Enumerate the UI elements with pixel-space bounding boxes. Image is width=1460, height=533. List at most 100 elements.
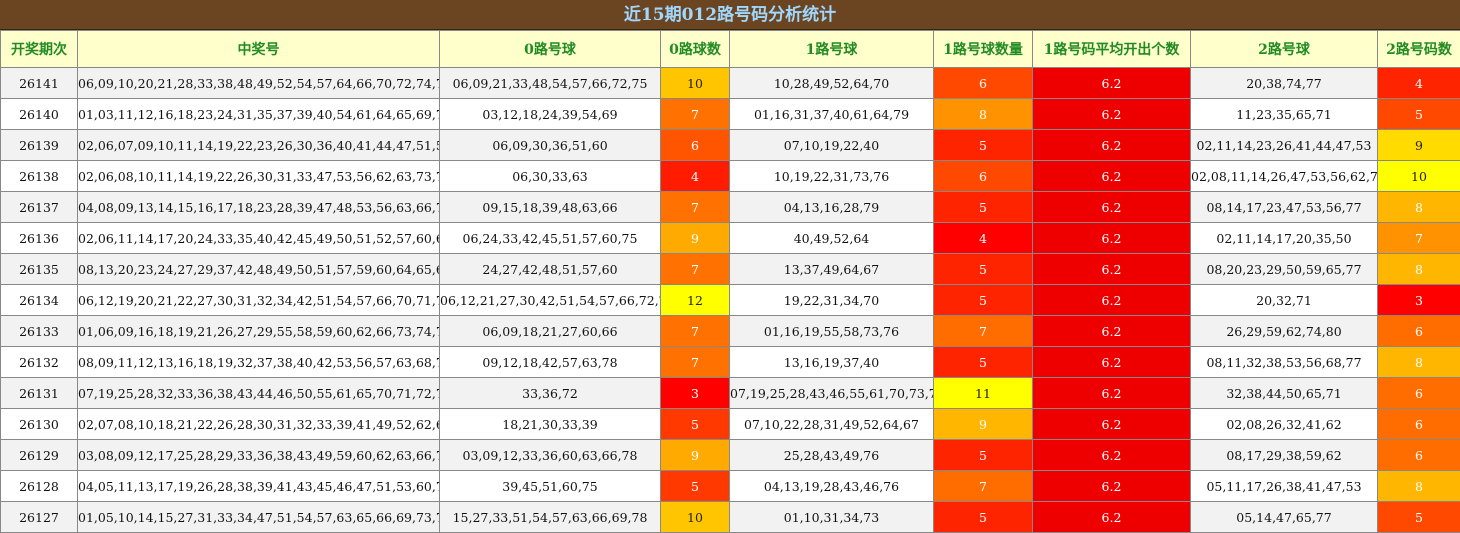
route0-count-cell: 10 bbox=[661, 68, 730, 99]
route1-average-cell: 6.2 bbox=[1033, 502, 1191, 533]
period-cell: 26139 bbox=[1, 130, 78, 161]
route0-count-cell: 7 bbox=[661, 347, 730, 378]
route1-count-cell: 5 bbox=[934, 502, 1033, 533]
route1-balls-cell: 04,13,19,28,43,46,76 bbox=[730, 471, 934, 502]
winning-numbers-cell: 02,06,08,10,11,14,19,22,26,30,31,33,47,5… bbox=[78, 161, 440, 192]
winning-numbers-cell: 08,09,11,12,13,16,18,19,32,37,38,40,42,5… bbox=[78, 347, 440, 378]
route0-balls-cell: 06,09,30,36,51,60 bbox=[440, 130, 661, 161]
period-cell: 26136 bbox=[1, 223, 78, 254]
winning-numbers-cell: 08,13,20,23,24,27,29,37,42,48,49,50,51,5… bbox=[78, 254, 440, 285]
period-cell: 26130 bbox=[1, 409, 78, 440]
route2-count-cell: 6 bbox=[1378, 378, 1460, 409]
route1-count-cell: 11 bbox=[934, 378, 1033, 409]
route0-count-cell: 4 bbox=[661, 161, 730, 192]
route1-count-cell: 5 bbox=[934, 440, 1033, 471]
route2-balls-cell: 11,23,35,65,71 bbox=[1191, 99, 1378, 130]
route0-count-cell: 9 bbox=[661, 440, 730, 471]
route2-count-cell: 7 bbox=[1378, 223, 1460, 254]
header-route2-balls: 2路号球 bbox=[1191, 31, 1378, 68]
header-row: 开奖期次 中奖号 0路号球 0路球数 1路号球 1路号球数量 1路号码平均开出个… bbox=[1, 31, 1460, 68]
route0-balls-cell: 06,09,18,21,27,60,66 bbox=[440, 316, 661, 347]
route1-average-cell: 6.2 bbox=[1033, 223, 1191, 254]
route1-average-cell: 6.2 bbox=[1033, 316, 1191, 347]
winning-numbers-cell: 02,06,11,14,17,20,24,33,35,40,42,45,49,5… bbox=[78, 223, 440, 254]
route1-average-cell: 6.2 bbox=[1033, 161, 1191, 192]
header-period: 开奖期次 bbox=[1, 31, 78, 68]
route1-average-cell: 6.2 bbox=[1033, 192, 1191, 223]
route0-count-cell: 6 bbox=[661, 130, 730, 161]
route2-count-cell: 6 bbox=[1378, 409, 1460, 440]
route2-balls-cell: 02,11,14,23,26,41,44,47,53 bbox=[1191, 130, 1378, 161]
route0-balls-cell: 06,24,33,42,45,51,57,60,75 bbox=[440, 223, 661, 254]
route1-count-cell: 9 bbox=[934, 409, 1033, 440]
route2-balls-cell: 08,20,23,29,50,59,65,77 bbox=[1191, 254, 1378, 285]
route1-balls-cell: 13,16,19,37,40 bbox=[730, 347, 934, 378]
route2-count-cell: 4 bbox=[1378, 68, 1460, 99]
winning-numbers-cell: 01,06,09,16,18,19,21,26,27,29,55,58,59,6… bbox=[78, 316, 440, 347]
route2-balls-cell: 20,38,74,77 bbox=[1191, 68, 1378, 99]
route0-count-cell: 7 bbox=[661, 316, 730, 347]
route2-count-cell: 6 bbox=[1378, 440, 1460, 471]
header-route1-average: 1路号码平均开出个数 bbox=[1033, 31, 1191, 68]
page-title: 近15期012路号码分析统计 bbox=[0, 0, 1460, 30]
route2-balls-cell: 08,17,29,38,59,62 bbox=[1191, 440, 1378, 471]
header-route2-count: 2路号码数 bbox=[1378, 31, 1460, 68]
route1-average-cell: 6.2 bbox=[1033, 130, 1191, 161]
route2-balls-cell: 20,32,71 bbox=[1191, 285, 1378, 316]
route2-balls-cell: 02,11,14,17,20,35,50 bbox=[1191, 223, 1378, 254]
route2-balls-cell: 26,29,59,62,74,80 bbox=[1191, 316, 1378, 347]
route2-balls-cell: 08,14,17,23,47,53,56,77 bbox=[1191, 192, 1378, 223]
route0-balls-cell: 09,15,18,39,48,63,66 bbox=[440, 192, 661, 223]
header-route1-balls: 1路号球 bbox=[730, 31, 934, 68]
route1-balls-cell: 13,37,49,64,67 bbox=[730, 254, 934, 285]
route1-count-cell: 5 bbox=[934, 192, 1033, 223]
period-cell: 26134 bbox=[1, 285, 78, 316]
route1-balls-cell: 04,13,16,28,79 bbox=[730, 192, 934, 223]
period-cell: 26141 bbox=[1, 68, 78, 99]
route1-average-cell: 6.2 bbox=[1033, 347, 1191, 378]
route2-balls-cell: 02,08,11,14,26,47,53,56,62,77 bbox=[1191, 161, 1378, 192]
period-cell: 26132 bbox=[1, 347, 78, 378]
route2-count-cell: 8 bbox=[1378, 192, 1460, 223]
route0-count-cell: 12 bbox=[661, 285, 730, 316]
route2-balls-cell: 05,11,17,26,38,41,47,53 bbox=[1191, 471, 1378, 502]
route1-balls-cell: 07,10,19,22,40 bbox=[730, 130, 934, 161]
route1-balls-cell: 10,19,22,31,73,76 bbox=[730, 161, 934, 192]
period-cell: 26135 bbox=[1, 254, 78, 285]
route0-balls-cell: 24,27,42,48,51,57,60 bbox=[440, 254, 661, 285]
period-cell: 26128 bbox=[1, 471, 78, 502]
route2-count-cell: 3 bbox=[1378, 285, 1460, 316]
route1-balls-cell: 07,10,22,28,31,49,52,64,67 bbox=[730, 409, 934, 440]
route2-count-cell: 6 bbox=[1378, 316, 1460, 347]
route1-balls-cell: 01,10,31,34,73 bbox=[730, 502, 934, 533]
route0-balls-cell: 03,12,18,24,39,54,69 bbox=[440, 99, 661, 130]
route0-balls-cell: 18,21,30,33,39 bbox=[440, 409, 661, 440]
route1-average-cell: 6.2 bbox=[1033, 254, 1191, 285]
winning-numbers-cell: 04,08,09,13,14,15,16,17,18,23,28,39,47,4… bbox=[78, 192, 440, 223]
route1-count-cell: 7 bbox=[934, 316, 1033, 347]
stats-table: 开奖期次 中奖号 0路号球 0路球数 1路号球 1路号球数量 1路号码平均开出个… bbox=[0, 30, 1460, 533]
route1-count-cell: 5 bbox=[934, 254, 1033, 285]
route1-count-cell: 6 bbox=[934, 68, 1033, 99]
winning-numbers-cell: 02,07,08,10,18,21,22,26,28,30,31,32,33,3… bbox=[78, 409, 440, 440]
route0-balls-cell: 06,12,21,27,30,42,51,54,57,66,72,75 bbox=[440, 285, 661, 316]
winning-numbers-cell: 04,05,11,13,17,19,26,28,38,39,41,43,45,4… bbox=[78, 471, 440, 502]
route2-balls-cell: 32,38,44,50,65,71 bbox=[1191, 378, 1378, 409]
route0-count-cell: 7 bbox=[661, 192, 730, 223]
route0-balls-cell: 06,09,21,33,48,54,57,66,72,75 bbox=[440, 68, 661, 99]
route1-balls-cell: 10,28,49,52,64,70 bbox=[730, 68, 934, 99]
route1-balls-cell: 01,16,31,37,40,61,64,79 bbox=[730, 99, 934, 130]
route2-balls-cell: 02,08,26,32,41,62 bbox=[1191, 409, 1378, 440]
route2-balls-cell: 05,14,47,65,77 bbox=[1191, 502, 1378, 533]
